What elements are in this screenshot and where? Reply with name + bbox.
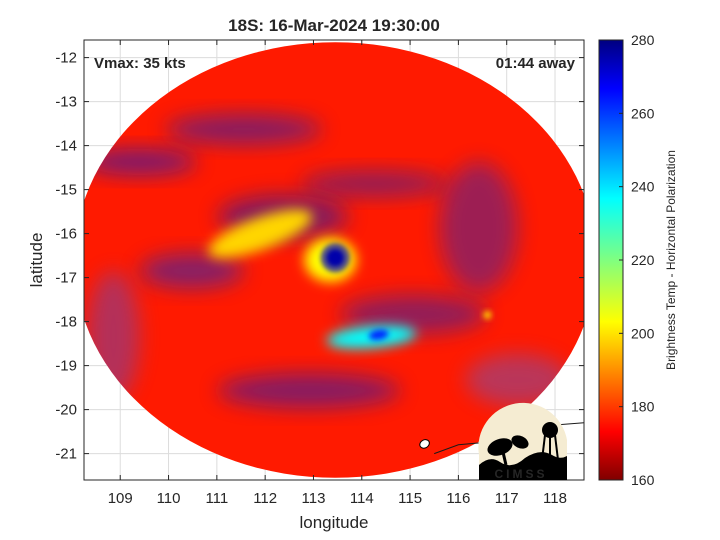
y-tick-label: -12 xyxy=(55,50,77,67)
x-tick-label: 111 xyxy=(205,490,228,507)
x-tick-label: 112 xyxy=(253,490,277,507)
y-tick-label: -19 xyxy=(55,358,77,375)
swath-layer xyxy=(84,42,584,478)
colorbar-tick-label: 160 xyxy=(631,472,655,488)
x-tick-label: 116 xyxy=(446,490,470,507)
x-tick-label: 115 xyxy=(398,490,422,507)
texture-patch xyxy=(439,161,518,293)
x-axis-label: longitude xyxy=(299,513,368,532)
y-tick-label: -20 xyxy=(55,402,77,419)
y-tick-label: -15 xyxy=(55,182,77,199)
y-tick-label: -17 xyxy=(55,270,77,287)
colorbar-tick-label: 280 xyxy=(631,32,655,48)
water-tower-icon xyxy=(542,422,558,438)
y-tick-label: -13 xyxy=(55,94,77,111)
y-axis-label: latitude xyxy=(27,233,46,288)
x-tick-label: 110 xyxy=(157,490,181,507)
x-tick-label: 117 xyxy=(495,490,519,507)
satellite-dish-icon xyxy=(511,435,529,449)
feature-eastern-cell xyxy=(483,311,492,319)
dish-stand-icon xyxy=(501,451,508,466)
axes-frame xyxy=(83,39,585,481)
texture-patch xyxy=(217,373,401,409)
texture-patch xyxy=(301,170,448,197)
colorbar-tick-label: 260 xyxy=(631,105,655,121)
colorbar-label: Brightness Temp - Horizontal Polarizatio… xyxy=(664,150,678,370)
satellite-dish-icon xyxy=(487,438,513,456)
brightness-features xyxy=(84,114,570,409)
texture-patch xyxy=(340,294,487,335)
y-tick-label: -16 xyxy=(55,226,77,243)
feature-western-band xyxy=(208,209,313,258)
texture-patch xyxy=(84,148,197,176)
y-tick-label: -18 xyxy=(55,314,77,331)
colorbar-tick-label: 180 xyxy=(631,399,655,415)
cimss-logo: CIMSS xyxy=(478,402,567,481)
x-tick-label: 113 xyxy=(302,490,326,507)
feature-eye-core xyxy=(324,246,347,269)
chart-title: 18S: 16-Mar-2024 19:30:00 xyxy=(228,16,440,35)
logo-ground xyxy=(479,452,567,480)
y-axis-ticks: -12 -13 -14 -15 -16 -17 -18 -19 -20 -21 xyxy=(55,50,584,463)
eye-ring xyxy=(321,244,349,272)
colorbar-tick-label: 240 xyxy=(631,179,655,195)
y-tick-label: -14 xyxy=(55,138,77,155)
x-axis-ticks: 109 110 111 112 113 114 115 116 117 118 xyxy=(108,40,567,507)
x-tick-label: 118 xyxy=(543,490,567,507)
island-outline xyxy=(419,439,430,449)
texture-patch xyxy=(139,253,244,289)
colorbar-ticks: 160 180 200 220 240 260 280 xyxy=(619,32,655,488)
logo-text: CIMSS xyxy=(494,467,547,481)
colorbar-tick-label: 200 xyxy=(631,325,655,341)
time-away-annotation: 01:44 away xyxy=(496,55,576,72)
x-tick-label: 109 xyxy=(108,490,133,507)
x-tick-label: 114 xyxy=(350,490,374,507)
colorbar-tick-label: 220 xyxy=(631,252,655,268)
y-tick-label: -21 xyxy=(55,446,77,463)
vmax-annotation: Vmax: 35 kts xyxy=(94,55,186,72)
feature-southern-band-core xyxy=(368,329,389,341)
texture-patch xyxy=(165,114,323,145)
